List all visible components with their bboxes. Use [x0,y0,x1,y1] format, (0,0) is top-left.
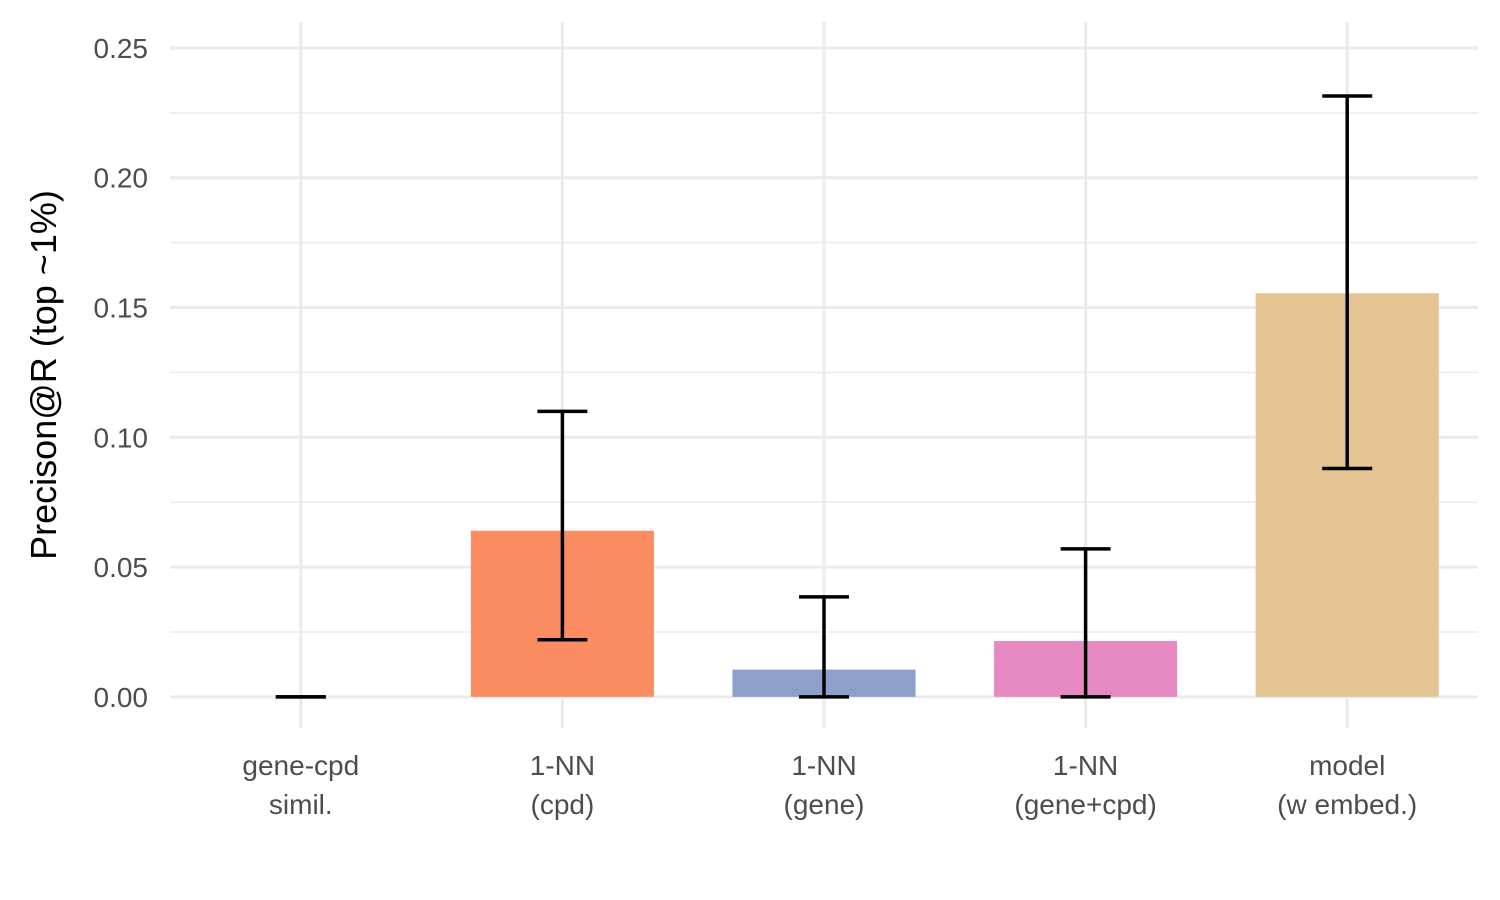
error-bar [799,595,849,699]
x-tick-label-line: 1-NN [791,750,856,781]
x-tick-label-line: (cpd) [531,789,595,820]
x-tick-label: 1-NN (gene) [784,750,865,820]
error-bar [1322,94,1373,471]
bars [470,293,1439,697]
x-axis-ticks: gene-cpd simil. 1-NN (cpd) 1-NN (gene) 1-NN (ge… [242,750,1417,820]
y-tick-label: 0.15 [94,293,149,324]
x-tick-label-line: (w embed.) [1277,789,1417,820]
y-tick-label: 0.25 [94,33,149,64]
x-tick-label: gene-cpd simil. [242,750,359,820]
x-tick-label-line: (gene+cpd) [1014,789,1156,820]
x-tick-label: model (w embed.) [1277,750,1417,820]
x-tick-label-line: gene-cpd [242,750,359,781]
y-axis-title: Precison@R (top ~1%) [23,190,64,560]
x-tick-label-line: simil. [269,789,333,820]
error-bar [1060,547,1111,699]
y-tick-label: 0.10 [94,422,149,453]
x-tick-label-line: model [1309,750,1385,781]
y-tick-label: 0.05 [94,552,149,583]
x-tick-label: 1-NN (gene+cpd) [1014,750,1156,820]
x-tick-label: 1-NN (cpd) [530,750,595,820]
x-tick-label-line: (gene) [784,789,865,820]
x-tick-label-line: 1-NN [1053,750,1118,781]
y-tick-label: 0.20 [94,163,149,194]
error-bars [275,94,1373,699]
x-tick-label-line: 1-NN [530,750,595,781]
error-bar [537,409,588,642]
y-tick-label: 0.00 [94,682,149,713]
y-axis-ticks: 0.00 0.05 0.10 0.15 0.20 0.25 [94,33,149,713]
